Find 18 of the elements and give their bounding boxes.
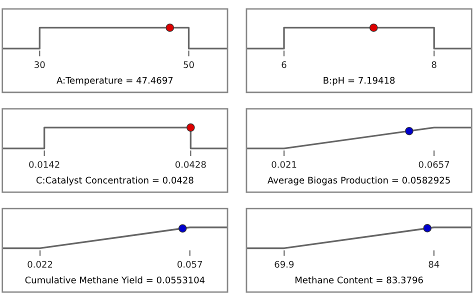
x-axis-title: B:pH = 7.19418 <box>324 76 395 86</box>
x-tick-label: 0.0142 <box>29 161 60 168</box>
x-axis-title: Average Biogas Production = 0.0582925 <box>268 176 450 186</box>
x-tick-label: 0.0657 <box>418 161 450 168</box>
x-tick-label: 30 <box>34 61 45 68</box>
x-axis-title: Cumulative Methane Yield = 0.0553104 <box>25 276 205 284</box>
x-tick-label: 6 <box>282 61 286 68</box>
x-tick-label: 0.0428 <box>175 161 206 168</box>
x-tick-label: 8 <box>432 61 436 68</box>
x-tick-label: 84 <box>428 260 440 268</box>
x-axis-title: A:Temperature = 47.4697 <box>56 76 173 86</box>
x-tick-label: 50 <box>184 61 194 68</box>
x-tick-label: 69.9 <box>274 260 294 268</box>
x-axis-title: Methane Content = 83.3796 <box>296 276 423 284</box>
x-tick-label: 0.022 <box>28 260 52 268</box>
x-tick-label: 0.057 <box>178 260 202 268</box>
x-axis-title: C:Catalyst Concentration = 0.0428 <box>36 176 194 186</box>
x-tick-label: 0.021 <box>272 161 296 168</box>
